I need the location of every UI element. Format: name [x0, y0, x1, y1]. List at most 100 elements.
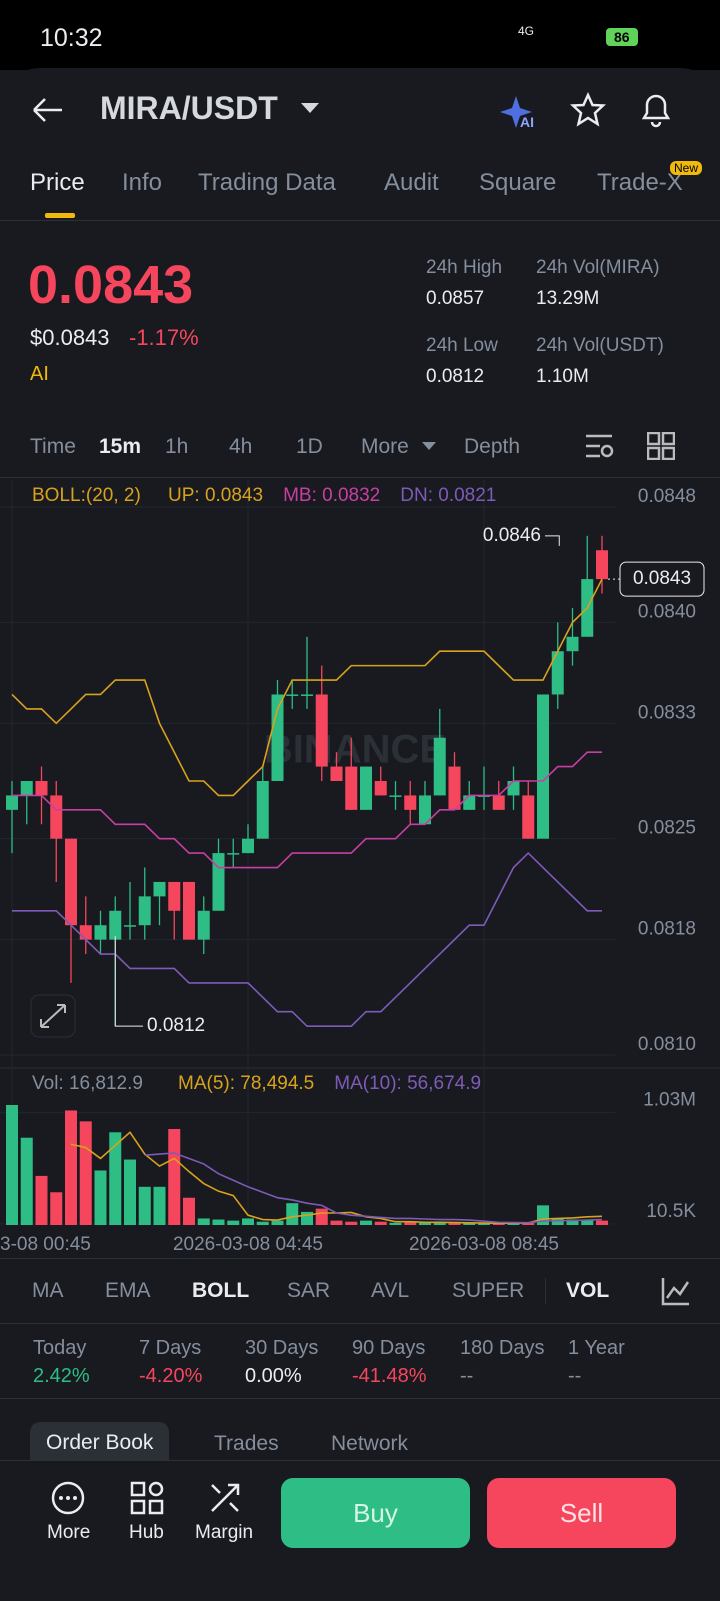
back-button[interactable]: [30, 95, 66, 125]
volume-bar: [330, 1220, 343, 1225]
candle-body: [433, 737, 446, 796]
candle-body: [345, 766, 358, 810]
interval[interactable]: 15m: [99, 435, 142, 458]
interval[interactable]: Time: [30, 435, 76, 458]
ai-icon[interactable]: [500, 92, 542, 132]
status-time: 10:32: [40, 24, 103, 52]
tab-badge: New: [670, 161, 703, 175]
tab[interactable]: Square: [479, 169, 557, 196]
candle-body: [286, 694, 299, 696]
volume-bar: [138, 1186, 151, 1225]
interval[interactable]: 4h: [229, 435, 253, 458]
tab[interactable]: Audit: [384, 169, 439, 196]
tab[interactable]: Price: [30, 169, 85, 196]
interval[interactable]: 1h: [165, 435, 189, 458]
boll-line: [11, 578, 603, 797]
legend-entry: DN: 0.0821: [400, 485, 496, 506]
y-tick-label: 0.0818: [638, 919, 696, 940]
volume-bar: [286, 1203, 299, 1225]
interval[interactable]: Depth: [464, 435, 521, 458]
buy-button[interactable]: Buy: [281, 1478, 470, 1548]
layout-button[interactable]: [647, 432, 675, 460]
volume-bar: [374, 1221, 387, 1225]
volume-bar: [153, 1186, 166, 1225]
indicator-settings[interactable]: [661, 1276, 691, 1306]
indicator-tab[interactable]: MA: [32, 1279, 64, 1302]
y-tick-label: 0.0848: [638, 486, 696, 507]
candle-body: [153, 881, 166, 897]
volume-bar: [212, 1219, 225, 1225]
volume-bar: [271, 1220, 284, 1225]
candle-body: [537, 694, 549, 839]
interval[interactable]: 1D: [296, 435, 323, 458]
perf-label: 90 Days: [352, 1337, 426, 1359]
pair-title[interactable]: MIRA/USDT: [100, 90, 278, 126]
last-price-tag: 0.0843: [633, 568, 691, 589]
stat-value: 0.0857: [426, 288, 485, 309]
volume-bar: [65, 1110, 77, 1225]
indicator-tab[interactable]: EMA: [105, 1279, 151, 1302]
indicator-tab[interactable]: SAR: [287, 1279, 331, 1302]
volume-bar: [242, 1218, 254, 1225]
alert-button[interactable]: [638, 90, 674, 130]
volume-bar: [6, 1105, 18, 1225]
y-tick-label: 1.03M: [643, 1090, 696, 1111]
book-tab[interactable]: Network: [331, 1432, 409, 1455]
candle-body: [109, 910, 122, 940]
volume-bar: [389, 1222, 402, 1225]
legend-entry: UP: 0.0843: [168, 485, 263, 506]
more-caret[interactable]: [422, 442, 436, 451]
chart-settings[interactable]: [584, 432, 616, 462]
indicator-tab[interactable]: VOL: [566, 1279, 610, 1302]
indicator-tab[interactable]: SUPER: [452, 1279, 525, 1302]
sell-button[interactable]: Sell: [487, 1478, 676, 1548]
low-pointer: [114, 936, 143, 1027]
bottom-label[interactable]: Hub: [129, 1522, 164, 1543]
expand-icon: [40, 1004, 66, 1028]
stat-label: 24h Vol(USDT): [536, 335, 664, 356]
indicator-tab[interactable]: BOLL: [192, 1279, 250, 1302]
usd-price: $0.0843: [30, 325, 110, 350]
candle-body: [271, 694, 284, 781]
volume-ma-line: [144, 1152, 603, 1224]
perf-label: 7 Days: [139, 1337, 202, 1359]
legend-entry: MA(10): 56,674.9: [334, 1073, 481, 1094]
bottom-label[interactable]: Margin: [195, 1522, 254, 1543]
candle-body: [94, 925, 107, 940]
perf-value: 0.00%: [245, 1365, 302, 1387]
bottom-label[interactable]: More: [47, 1522, 91, 1543]
favorite-button[interactable]: [570, 92, 606, 128]
volume-bar: [566, 1219, 579, 1225]
book-tab-active[interactable]: Order Book: [30, 1422, 170, 1464]
margin-icon[interactable]: [208, 1481, 242, 1515]
hub-icon[interactable]: [130, 1481, 164, 1515]
indicator-label: BOLL:(20, 2): [32, 485, 141, 506]
candle-body: [551, 651, 564, 695]
pair-caret[interactable]: [300, 102, 320, 114]
volume-bar: [345, 1221, 358, 1225]
watermark: BINANCE: [264, 728, 446, 772]
candle-body: [256, 781, 269, 839]
book-tab[interactable]: Trades: [214, 1432, 279, 1455]
candle-body: [463, 795, 476, 810]
tab[interactable]: Trading Data: [198, 169, 336, 196]
last-price-box: [619, 561, 705, 597]
interval[interactable]: More: [361, 435, 409, 458]
volume-bar: [50, 1192, 63, 1225]
y-tick-label: 0.0840: [638, 601, 696, 622]
indicator-tab[interactable]: AVL: [371, 1279, 410, 1302]
high-pointer: [545, 535, 560, 546]
ai-badge: AI: [520, 114, 534, 130]
more-icon[interactable]: [50, 1480, 86, 1516]
expand-button[interactable]: [30, 994, 76, 1038]
tab[interactable]: Trade-X: [597, 169, 683, 196]
tab[interactable]: Info: [122, 169, 163, 196]
candle-body: [197, 910, 210, 940]
volume-bar: [168, 1129, 181, 1225]
y-tick-label: 0.0833: [638, 702, 696, 723]
candle-body: [242, 838, 254, 854]
candle-body: [212, 853, 225, 911]
divider: [545, 1278, 546, 1304]
perf-label: 30 Days: [245, 1337, 319, 1359]
candle-body: [419, 795, 431, 825]
